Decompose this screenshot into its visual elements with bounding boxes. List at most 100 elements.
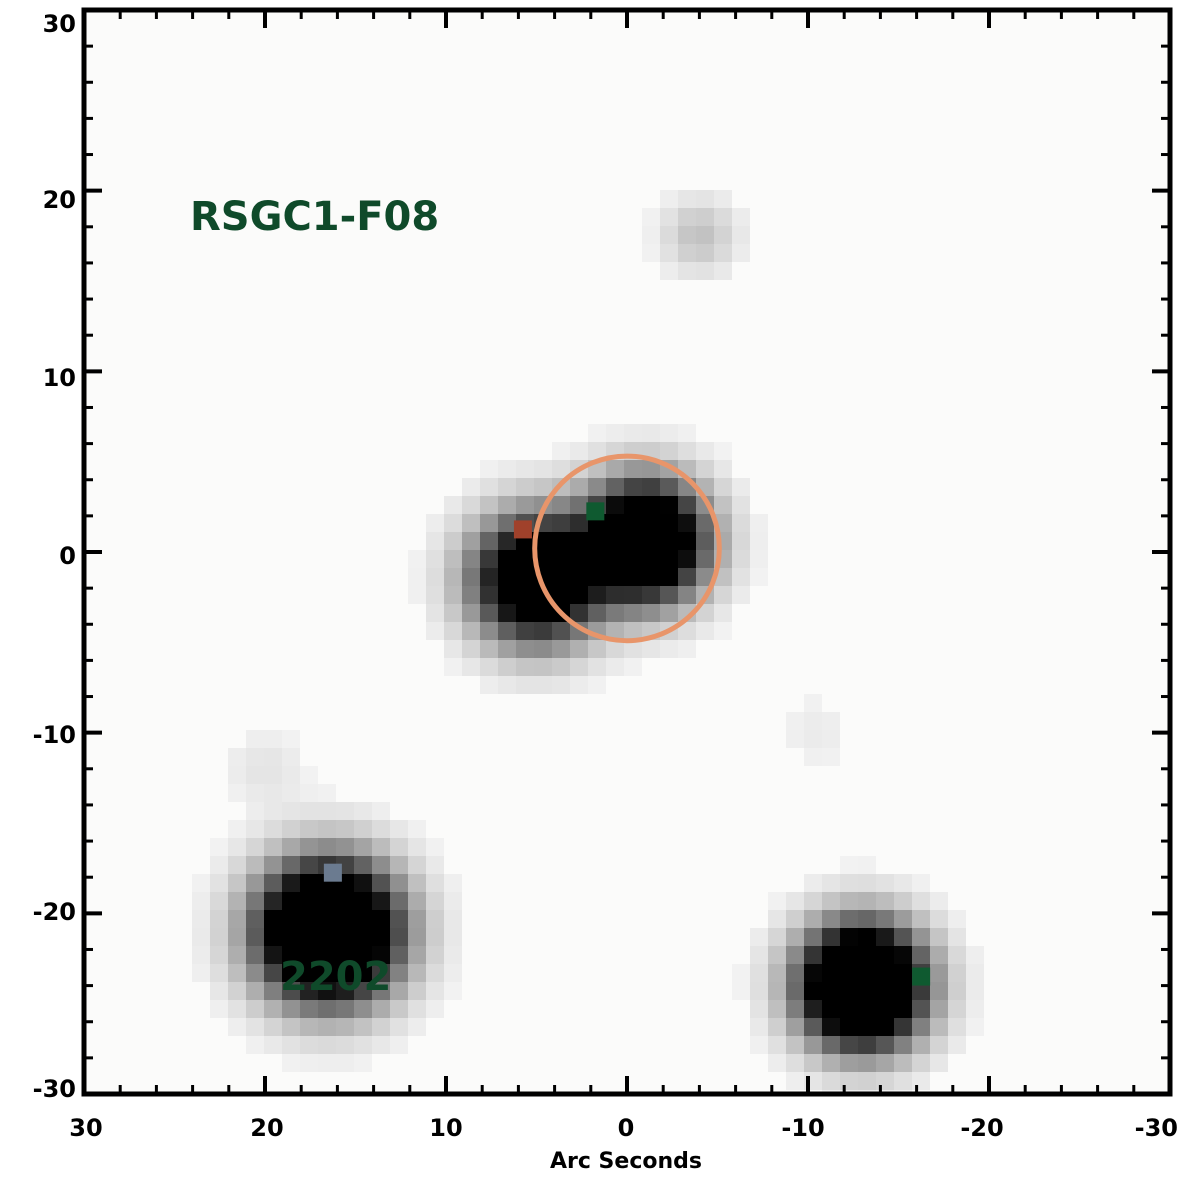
image-pixel [246,784,264,802]
source-2202-label: 2202 [280,954,391,1000]
image-pixel [408,550,426,568]
image-pixel [660,244,678,262]
image-pixel [804,946,822,964]
image-pixel [786,1054,804,1072]
image-pixel [264,730,282,748]
image-pixel [642,514,660,532]
image-pixel [660,640,678,658]
image-pixel [624,424,642,442]
image-pixel [264,856,282,874]
image-pixel [354,802,372,820]
image-pixel [948,982,966,1000]
image-pixel [858,910,876,928]
image-pixel [480,640,498,658]
image-pixel [480,514,498,532]
image-pixel [282,784,300,802]
image-pixel [462,496,480,514]
image-pixel [822,1072,840,1090]
y-tick-label: -30 [33,1075,76,1103]
image-pixel [606,496,624,514]
image-pixel [858,1054,876,1072]
image-pixel [642,550,660,568]
image-pixel [930,964,948,982]
image-pixel [714,190,732,208]
image-pixel [642,478,660,496]
image-pixel [696,568,714,586]
image-pixel [552,442,570,460]
x-tick-label: -20 [960,1114,1003,1142]
image-pixel [894,928,912,946]
image-pixel [516,622,534,640]
image-pixel [876,1036,894,1054]
image-pixel [444,910,462,928]
image-pixel [498,622,516,640]
image-pixel [480,550,498,568]
image-pixel [390,946,408,964]
image-pixel [354,964,372,982]
image-pixel [570,676,588,694]
image-pixel [246,802,264,820]
image-pixel [336,982,354,1000]
image-pixel [282,856,300,874]
image-pixel [480,676,498,694]
image-pixel [300,910,318,928]
image-pixel [264,964,282,982]
image-pixel [768,1000,786,1018]
image-pixel [768,892,786,910]
image-pixel [966,1000,984,1018]
image-pixel [894,892,912,910]
image-pixel [354,1036,372,1054]
image-pixel [372,874,390,892]
image-pixel [408,1018,426,1036]
image-pixel [840,1018,858,1036]
image-pixel [930,1018,948,1036]
image-pixel [912,928,930,946]
image-pixel [228,946,246,964]
image-pixel [894,1018,912,1036]
image-pixel [318,784,336,802]
image-pixel [750,568,768,586]
image-pixel [840,982,858,1000]
image-pixel [822,1018,840,1036]
image-pixel [624,622,642,640]
image-pixel [444,928,462,946]
image-pixel [264,892,282,910]
image-pixel [264,1018,282,1036]
image-pixel [660,478,678,496]
image-pixel [588,442,606,460]
image-pixel [840,964,858,982]
image-pixel [678,550,696,568]
image-pixel [930,946,948,964]
image-pixel [660,262,678,280]
image-pixel [246,838,264,856]
y-tick-label: -10 [33,721,76,749]
image-pixel [678,262,696,280]
image-pixel [822,748,840,766]
image-pixel [624,496,642,514]
image-pixel [606,640,624,658]
image-pixel [354,928,372,946]
image-pixel [300,892,318,910]
image-pixel [390,838,408,856]
image-pixel [858,1036,876,1054]
image-pixel [354,946,372,964]
image-pixel [660,424,678,442]
image-pixel [444,586,462,604]
x-tick-label: 10 [429,1114,462,1142]
image-pixel [750,982,768,1000]
image-pixel [516,460,534,478]
image-pixel [660,532,678,550]
image-pixel [426,910,444,928]
image-pixel [570,532,588,550]
image-pixel [210,892,228,910]
image-pixel [264,928,282,946]
image-pixel [930,1036,948,1054]
image-pixel [552,514,570,532]
image-pixel [894,964,912,982]
image-pixel [372,964,390,982]
image-pixel [624,550,642,568]
image-pixel [642,532,660,550]
image-pixel [282,1018,300,1036]
image-pixel [516,640,534,658]
image-pixel [318,946,336,964]
